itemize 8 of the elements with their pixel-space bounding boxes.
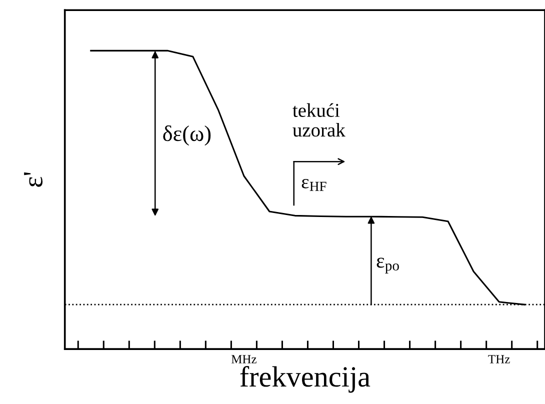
annotation: tekući uzorak: [292, 103, 346, 137]
annotation: δε(ω): [163, 125, 211, 146]
x-tick-label: MHz: [231, 355, 256, 364]
x-axis-title: frekvencija: [240, 366, 370, 393]
x-tick-label: THz: [488, 355, 510, 364]
annotation: ε$_{HF}$: [302, 178, 326, 191]
y-axis-title: ε': [24, 172, 43, 187]
annotation: ε$_{po}$: [376, 258, 399, 274]
